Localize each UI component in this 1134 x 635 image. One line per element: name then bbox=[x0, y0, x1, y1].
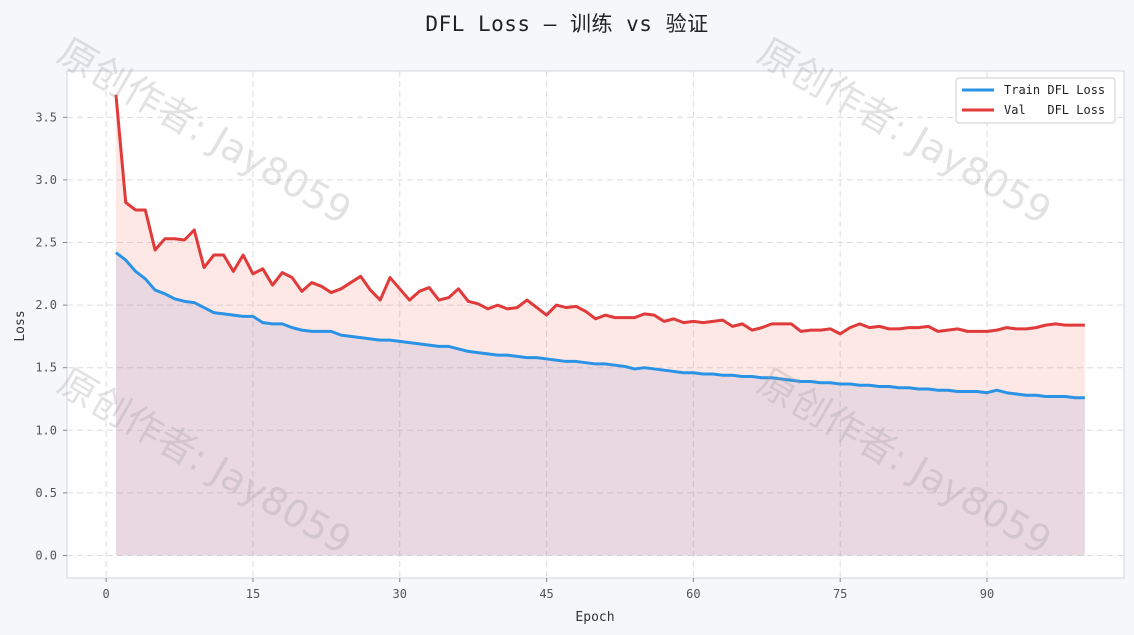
y-tick-label: 2.5 bbox=[35, 236, 57, 250]
y-tick-label: 1.5 bbox=[35, 361, 57, 375]
x-axis-label: Epoch bbox=[575, 610, 614, 625]
x-tick-label: 60 bbox=[686, 587, 700, 601]
y-tick-label: 1.0 bbox=[35, 423, 57, 437]
series-lines bbox=[114, 94, 1085, 400]
x-axis-ticks: 0 15 30 45 60 75 90 bbox=[103, 578, 994, 601]
x-tick-label: 15 bbox=[246, 587, 260, 601]
y-tick-label: 0.5 bbox=[35, 486, 57, 500]
legend-label: Train DFL Loss bbox=[1004, 83, 1105, 97]
grid-lines bbox=[67, 71, 1124, 578]
y-tick-label: 3.0 bbox=[35, 173, 57, 187]
x-tick-label: 45 bbox=[539, 587, 553, 601]
area-fills bbox=[115, 94, 1085, 556]
y-tick-label: 0.0 bbox=[35, 548, 57, 562]
x-tick-label: 30 bbox=[393, 587, 407, 601]
series-line-train bbox=[115, 251, 1085, 400]
area-fill-train bbox=[115, 252, 1085, 556]
x-tick-label: 90 bbox=[980, 587, 994, 601]
legend-box bbox=[955, 77, 1116, 124]
x-tick-label: 75 bbox=[833, 587, 847, 601]
y-tick-label: 2.0 bbox=[35, 298, 57, 312]
y-tick-label: 3.5 bbox=[35, 110, 57, 124]
legend: Train DFL Loss Val DFL Loss bbox=[955, 77, 1116, 124]
y-axis-ticks: 0.0 0.5 1.0 1.5 2.0 2.5 3.0 3.5 bbox=[35, 110, 67, 562]
area-fill-val bbox=[115, 94, 1085, 556]
series-line-val bbox=[114, 94, 1085, 336]
plot-area bbox=[66, 70, 1125, 579]
legend-label: Val DFL Loss bbox=[1004, 103, 1105, 117]
chart-title: DFL Loss — 训练 vs 验证 bbox=[425, 12, 709, 36]
y-axis-label: Loss bbox=[13, 310, 28, 341]
x-tick-label: 0 bbox=[103, 587, 110, 601]
